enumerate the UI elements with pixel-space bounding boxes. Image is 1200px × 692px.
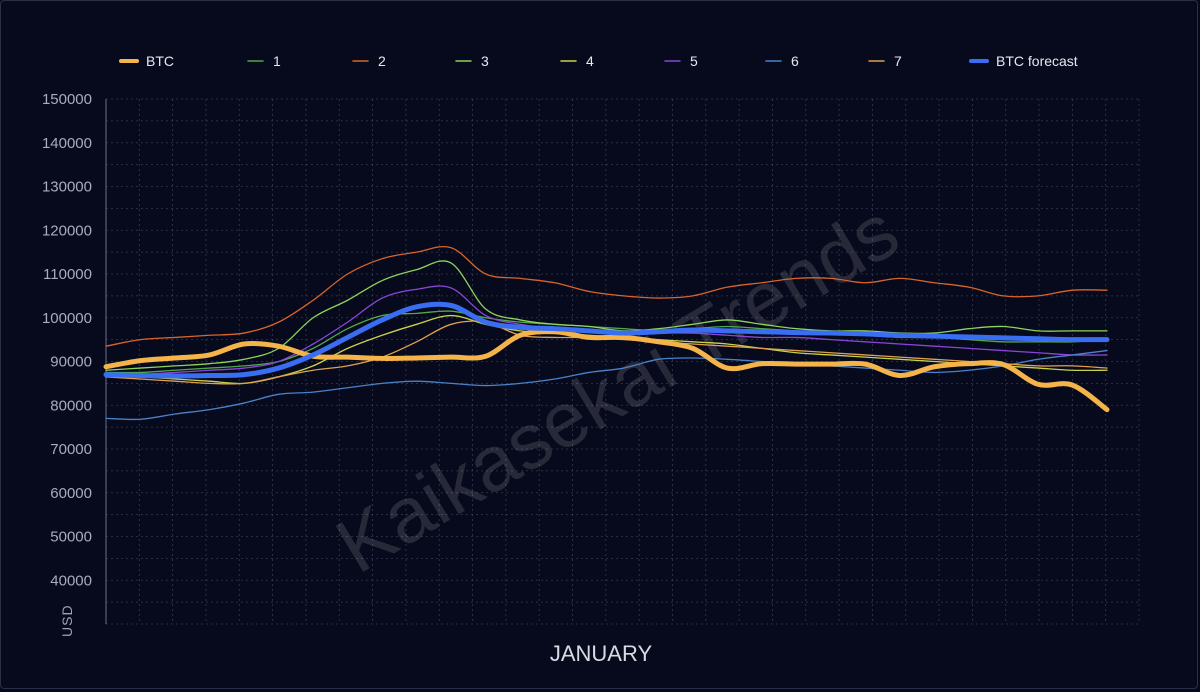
series-line-6 [105,349,1108,421]
legend-label: BTC [146,53,174,69]
x-axis-title: JANUARY [550,641,653,666]
legend-label: 5 [690,53,698,69]
legend-label: 6 [791,53,799,69]
y-tick-label: 90000 [50,354,92,371]
legend-item: BTC forecast [969,53,1078,69]
y-tick-label: 100000 [42,310,92,327]
legend-label: 2 [378,53,386,69]
series-line-btc-forecast [103,301,1110,379]
legend-label: 7 [894,53,902,69]
legend-label: 3 [481,53,489,69]
y-tick-label: 60000 [50,485,92,502]
series-line-2 [105,245,1108,347]
legend-item: 1 [247,53,281,69]
y-axis-title: USD [59,604,75,637]
legend-item: BTC [119,53,174,69]
legend-item: 2 [352,53,386,69]
series-line-3 [105,260,1108,371]
y-tick-label: 110000 [43,266,92,283]
series-lines [103,245,1110,421]
legend-label: BTC forecast [996,53,1078,69]
y-tick-label: 150000 [42,91,92,108]
watermark-text: Kaikasekai Trends [321,186,913,590]
legend-label: 1 [273,53,281,69]
legend-label: 4 [586,53,594,69]
y-tick-label: 50000 [50,529,92,546]
y-tick-label: 140000 [42,135,92,152]
y-tick-label: 130000 [42,179,92,196]
series-line-btc [103,329,1110,413]
legend-item: 4 [560,53,594,69]
y-tick-label: 120000 [42,222,92,239]
y-tick-label: 40000 [50,572,92,589]
legend: BTC 1 2 3 4 5 6 7 BTC forecast [119,53,1078,69]
legend-item: 3 [455,53,489,69]
y-axis-ticks: 40000 50000 60000 70000 80000 90000 100000 1100… [42,91,92,589]
legend-item: 5 [664,53,698,69]
y-tick-label: 70000 [50,441,92,458]
y-tick-label: 80000 [50,397,92,414]
legend-item: 6 [765,53,799,69]
legend-item: 7 [868,53,902,69]
